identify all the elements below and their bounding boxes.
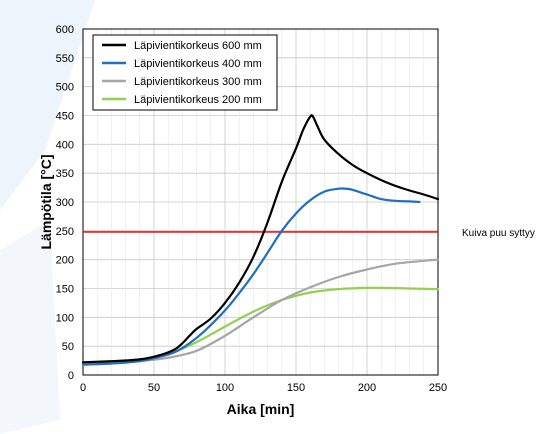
x-tick-label: 100 xyxy=(216,382,234,394)
reference-line-label: Kuiva puu syttyy xyxy=(462,228,535,239)
y-tick-label: 550 xyxy=(56,53,74,65)
y-tick-label: 400 xyxy=(56,139,74,151)
series-layer xyxy=(81,114,440,366)
legend: Läpivientikorkeus 600 mm Läpivientikorke… xyxy=(92,34,278,111)
x-tick-label: 0 xyxy=(80,382,86,394)
x-tick-label: 50 xyxy=(148,382,160,394)
y-tick-label: 300 xyxy=(56,197,74,209)
y-tick-label: 500 xyxy=(56,82,74,94)
legend-label-400: Läpivientikorkeus 400 mm xyxy=(134,58,262,70)
x-tick-label: 250 xyxy=(429,382,447,394)
legend-label-600: Läpivientikorkeus 600 mm xyxy=(134,40,262,52)
x-axis-title: Aika [min] xyxy=(227,401,295,417)
y-tick-label: 350 xyxy=(56,168,74,180)
tick-labels: 0 50 100 150 200 250 300 350 400 450 500 550 600 0 50 1… xyxy=(56,24,448,394)
y-tick-label: 150 xyxy=(56,284,74,296)
x-tick-label: 200 xyxy=(358,382,376,394)
background-shape-lower-left xyxy=(0,220,60,434)
y-tick-label: 200 xyxy=(56,255,74,267)
plot-area xyxy=(82,28,439,376)
y-tick-label: 50 xyxy=(62,341,74,353)
legend-box xyxy=(92,34,278,111)
series-line-400 xyxy=(81,187,421,366)
y-tick-label: 600 xyxy=(56,24,74,36)
x-tick-label: 150 xyxy=(287,382,305,394)
background-shape-left xyxy=(0,0,95,210)
y-tick-label: 450 xyxy=(56,111,74,123)
y-axis-title: Lämpötila [°C] xyxy=(38,154,54,249)
y-tick-label: 0 xyxy=(68,370,74,382)
y-tick-label: 250 xyxy=(56,226,74,238)
series-line-600 xyxy=(81,114,440,364)
legend-label-300: Läpivientikorkeus 300 mm xyxy=(134,76,262,88)
y-tick-label: 100 xyxy=(56,312,74,324)
legend-label-200: Läpivientikorkeus 200 mm xyxy=(134,94,262,106)
